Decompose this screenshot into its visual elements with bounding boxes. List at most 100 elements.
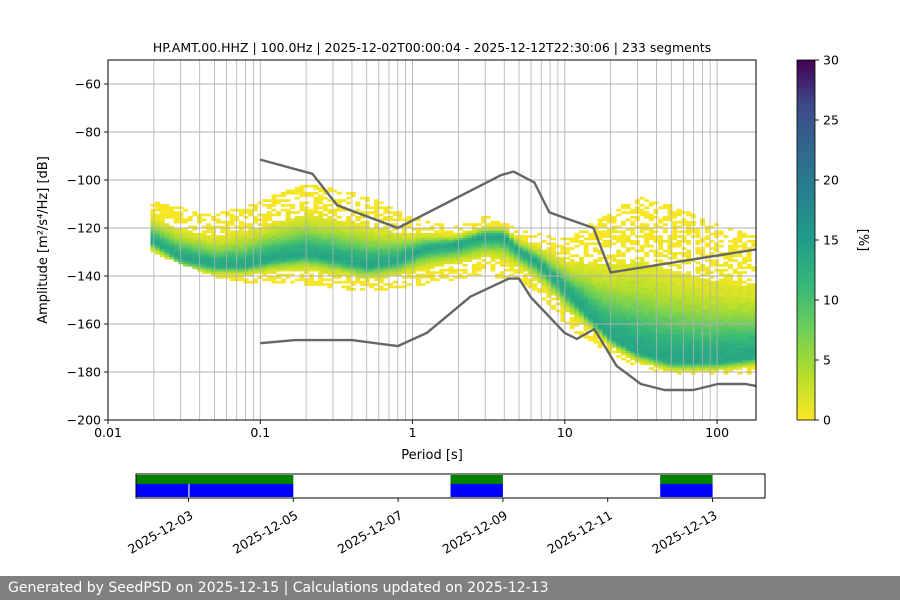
psd-bin (443, 261, 449, 265)
psd-bin (728, 345, 734, 349)
psd-bin (206, 266, 212, 270)
psd-bin (355, 256, 361, 260)
psd-bin (746, 328, 752, 332)
psd-bin (271, 230, 277, 234)
psd-bin (597, 345, 603, 349)
psd-bin (229, 276, 235, 279)
psd-bin (732, 350, 738, 354)
y-tick-label: −100 (67, 173, 101, 188)
psd-bin (378, 230, 384, 234)
psd-bin (565, 290, 570, 294)
psd-bin (341, 249, 347, 253)
psd-bin (355, 242, 361, 246)
psd-bin (644, 261, 650, 265)
psd-bin (723, 321, 729, 325)
psd-bin (401, 228, 407, 231)
psd-bin (504, 259, 510, 262)
psd-bin (718, 328, 724, 332)
psd-bin (490, 266, 496, 270)
psd-bin (215, 240, 221, 243)
psd-bin (457, 240, 463, 243)
psd-bin (364, 244, 370, 248)
psd-bin (229, 264, 235, 267)
coverage-interval (450, 475, 503, 484)
psd-bin (266, 218, 272, 222)
psd-bin (355, 271, 361, 274)
psd-bin (602, 326, 608, 330)
psd-bin (388, 211, 393, 214)
psd-bin (630, 259, 636, 262)
psd-bin (206, 213, 212, 217)
psd-bin (360, 266, 366, 270)
psd-bin (551, 249, 556, 253)
psd-bin (327, 249, 333, 253)
psd-bin (229, 259, 235, 262)
psd-bin (616, 338, 622, 342)
psd-bin (415, 230, 421, 234)
psd-bin (406, 264, 412, 267)
psd-bin (611, 280, 617, 284)
psd-bin (518, 268, 524, 272)
psd-bin (630, 268, 636, 272)
psd-bin (164, 228, 170, 231)
psd-bin (728, 331, 734, 334)
psd-bin (201, 240, 207, 243)
psd-bin (523, 240, 529, 243)
psd-bin (471, 266, 477, 270)
psd-bin (383, 283, 389, 286)
psd-bin (686, 362, 692, 366)
psd-bin (224, 266, 230, 270)
psd-bin (611, 312, 617, 315)
timeline-bars (136, 475, 713, 497)
plot-frame (107, 59, 757, 421)
psd-bin (672, 225, 678, 229)
psd-bin (630, 230, 636, 234)
psd-bin (686, 223, 692, 226)
psd-bin (355, 216, 361, 219)
psd-bin (280, 261, 286, 265)
psd-bin (676, 316, 682, 320)
psd-bin (318, 220, 324, 224)
psd-bin (355, 223, 361, 226)
psd-bin (388, 256, 393, 260)
psd-bin (574, 268, 580, 272)
psd-bin (495, 232, 501, 236)
psd-bin (639, 331, 645, 334)
psd-bin (667, 240, 673, 243)
psd-bin (686, 328, 692, 332)
psd-bin (192, 261, 198, 265)
psd-bin (271, 256, 277, 260)
psd-bin (714, 261, 720, 265)
psd-bin (676, 333, 682, 337)
psd-bin (271, 240, 277, 243)
psd-bin (150, 240, 156, 243)
timeline-tick-label: 2025-12-13 (649, 507, 719, 556)
psd-bin (243, 278, 249, 282)
psd-bin (574, 266, 580, 270)
psd-bin (630, 316, 636, 320)
psd-bin (271, 268, 277, 272)
psd-bin (224, 254, 230, 258)
psd-bin (606, 244, 612, 248)
psd-bin (271, 223, 277, 226)
psd-bin (630, 292, 636, 296)
psd-bin (159, 249, 165, 253)
psd-bin (229, 223, 235, 226)
psd-bin (388, 283, 393, 286)
psd-bin (411, 254, 417, 258)
psd-bin (374, 261, 379, 265)
psd-bin (229, 247, 235, 250)
psd-bin (318, 259, 324, 262)
psd-bin (742, 343, 747, 346)
psd-bin (648, 357, 654, 361)
psd-bin (653, 340, 659, 344)
psd-bin (565, 304, 570, 308)
psd-bin (360, 228, 366, 231)
psd-bin (541, 288, 547, 291)
psd-bin (229, 240, 235, 243)
psd-bin (313, 254, 319, 258)
psd-bin (341, 230, 347, 234)
psd-bin (616, 316, 622, 320)
psd-bin (252, 206, 258, 210)
psd-bin (597, 285, 603, 289)
